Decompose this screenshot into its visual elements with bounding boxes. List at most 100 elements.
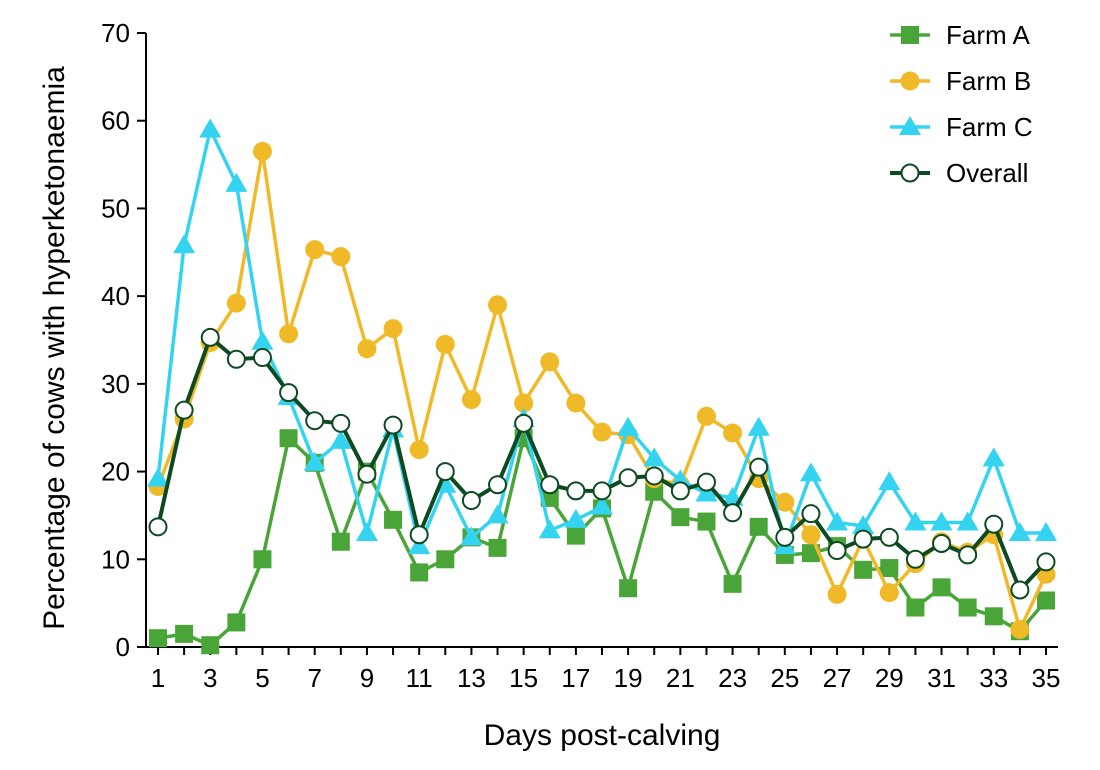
data-point-farm-c: [904, 511, 927, 531]
data-point-overall: [801, 504, 821, 524]
data-point-farm-c: [878, 471, 901, 491]
data-point-farm-b: [409, 440, 429, 460]
data-point-farm-b: [696, 406, 716, 426]
data-point-overall: [827, 541, 847, 561]
data-point-farm-c: [251, 330, 274, 350]
x-tick-label: 11: [406, 663, 433, 693]
legend-item-farm-c: Farm C: [890, 112, 1033, 142]
data-point-overall: [749, 457, 769, 477]
x-tick-label: 1: [151, 663, 165, 693]
data-point-farm-a: [253, 550, 272, 569]
series-farm-a: [149, 429, 1055, 655]
data-point-farm-b: [461, 390, 481, 410]
data-point-farm-c: [147, 467, 169, 487]
data-point-overall: [488, 475, 508, 495]
series: [147, 118, 1057, 655]
data-point-farm-c: [930, 511, 953, 531]
data-point-farm-c: [225, 172, 248, 192]
x-tick-label: 33: [979, 663, 1008, 693]
x-tick-label: 25: [770, 663, 799, 693]
data-point-farm-a: [201, 636, 220, 655]
y-tick-label: 70: [101, 18, 130, 48]
data-point-farm-b: [879, 583, 899, 603]
data-point-overall: [618, 468, 638, 488]
data-point-farm-c: [956, 511, 979, 531]
data-point-farm-c: [486, 504, 509, 524]
data-point-overall: [174, 400, 194, 420]
data-point-overall: [279, 383, 299, 403]
data-point-farm-a: [384, 510, 403, 529]
data-point-farm-c: [303, 451, 326, 471]
legend-label: Farm B: [946, 66, 1031, 96]
data-point-farm-a: [540, 488, 559, 507]
data-point-farm-a: [331, 532, 350, 551]
data-point-farm-b: [723, 423, 743, 443]
data-point-farm-a: [436, 550, 455, 569]
data-point-overall: [331, 413, 351, 433]
x-tick-label: 15: [509, 663, 538, 693]
data-point-farm-c: [199, 118, 222, 138]
data-point-overall: [644, 466, 664, 486]
data-point-overall: [879, 527, 899, 547]
x-tick-label: 29: [875, 663, 904, 693]
data-point-farm-a: [175, 624, 194, 643]
data-point-farm-b: [540, 352, 560, 372]
data-point-farm-a: [619, 579, 638, 598]
data-point-farm-b: [592, 422, 612, 442]
x-tick-label: 35: [1032, 663, 1061, 693]
data-point-farm-c: [173, 234, 196, 254]
data-point-overall: [723, 503, 743, 523]
x-tick-label: 9: [360, 663, 374, 693]
legend-label: Farm C: [946, 112, 1033, 142]
data-point-farm-b: [775, 492, 795, 512]
data-point-farm-c: [982, 447, 1005, 467]
x-tick-label: 7: [307, 663, 321, 693]
data-point-farm-a: [932, 578, 951, 597]
x-tick-label: 27: [823, 663, 852, 693]
legend: Farm A Farm B Farm C Overall: [890, 20, 1033, 188]
legend-swatch-marker: [900, 163, 920, 183]
data-point-overall: [409, 525, 429, 545]
data-point-farm-a: [566, 526, 585, 545]
data-point-overall: [958, 545, 978, 565]
data-point-overall: [905, 549, 925, 569]
data-point-overall: [435, 462, 455, 482]
legend-item-farm-b: Farm B: [890, 66, 1031, 96]
data-point-farm-b: [357, 339, 377, 359]
data-point-overall: [566, 481, 586, 501]
y-tick-label: 20: [101, 457, 130, 487]
data-point-overall: [148, 517, 168, 537]
data-point-farm-c: [538, 519, 561, 539]
data-point-farm-c: [643, 447, 666, 467]
data-point-farm-c: [799, 462, 822, 482]
series-overall: [148, 327, 1056, 600]
data-point-overall: [357, 464, 377, 484]
data-point-overall: [670, 481, 690, 501]
data-point-farm-c: [747, 416, 770, 436]
data-point-overall: [514, 413, 534, 433]
x-axis-title: Days post-calving: [484, 719, 721, 752]
legend-swatch-marker: [900, 71, 920, 91]
data-point-overall: [1010, 580, 1030, 600]
data-point-farm-a: [958, 598, 977, 617]
data-point-farm-b: [827, 584, 847, 604]
data-point-farm-a: [1037, 591, 1055, 610]
data-point-overall: [461, 491, 481, 511]
data-point-overall: [305, 411, 325, 431]
legend-label: Farm A: [946, 20, 1030, 50]
data-point-farm-a: [645, 482, 664, 501]
data-point-farm-b: [383, 319, 403, 339]
data-point-farm-b: [331, 247, 351, 267]
y-tick-label: 60: [101, 106, 130, 136]
data-point-overall: [592, 481, 612, 501]
data-point-farm-a: [749, 517, 768, 536]
legend-label: Overall: [946, 158, 1028, 188]
data-point-farm-b: [514, 393, 534, 413]
data-point-farm-b: [1010, 619, 1030, 639]
x-tick-label: 3: [203, 663, 217, 693]
data-point-farm-c: [564, 508, 587, 528]
x-tick-label: 5: [255, 663, 269, 693]
data-point-farm-c: [460, 526, 483, 546]
data-point-farm-c: [591, 495, 613, 515]
